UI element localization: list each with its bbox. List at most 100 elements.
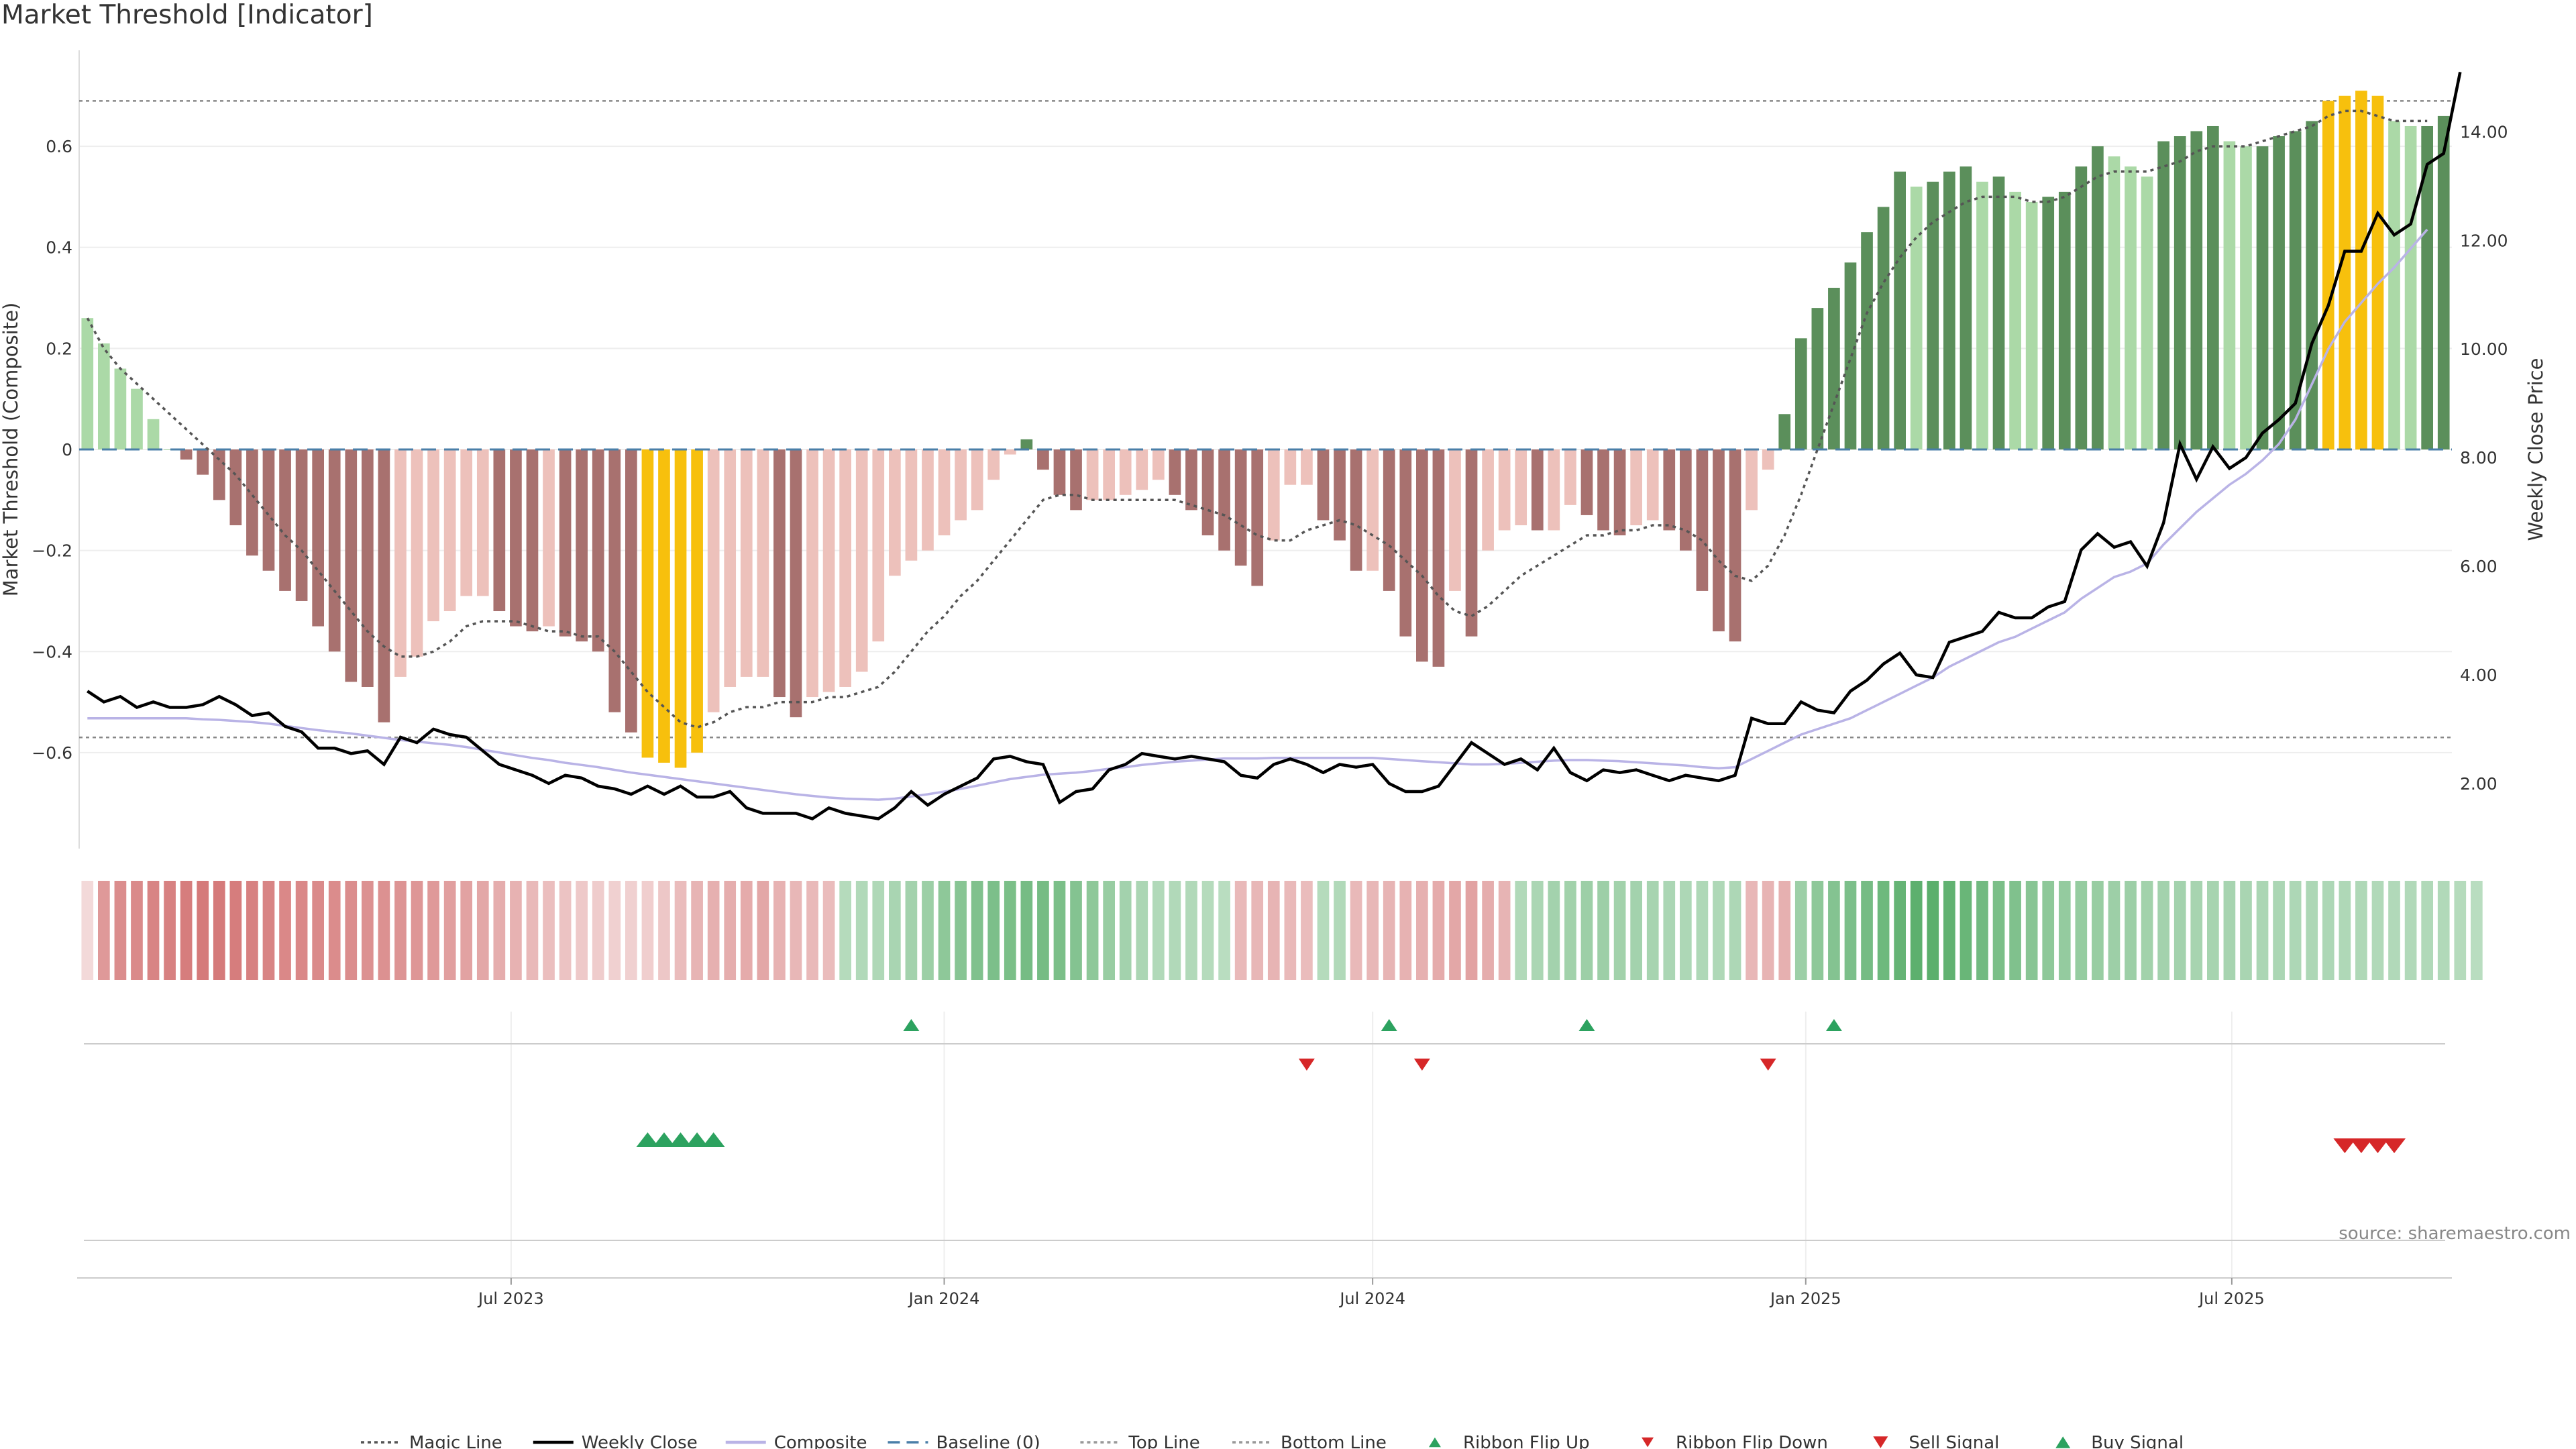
x-tick-label: Jan 2024 [908, 1289, 980, 1308]
ribbon-cell [443, 881, 456, 980]
ribbon-cell [164, 881, 176, 980]
composite-bar [543, 449, 555, 627]
y-left-tick-label: 0.2 [46, 339, 72, 358]
composite-bar [1696, 449, 1709, 591]
ribbon-cell [1910, 881, 1923, 980]
composite-bar [576, 449, 588, 642]
lower-panels-grid [510, 1012, 2233, 1278]
ribbon-cell [2042, 881, 2055, 980]
composite-bar [279, 449, 291, 591]
composite-bar [2339, 95, 2351, 450]
composite-bar [295, 449, 308, 601]
ribbon-cell [1449, 881, 1461, 980]
composite-bar [180, 449, 193, 460]
ribbon-cell [707, 881, 720, 980]
composite-bar [1482, 449, 1494, 551]
ribbon-cell [526, 881, 539, 980]
composite-bar [1449, 449, 1461, 591]
sell-signal-marker [2366, 1138, 2390, 1153]
composite-bar [262, 449, 275, 571]
ribbon-cell [773, 881, 786, 980]
composite-bar [2437, 115, 2450, 450]
composite-bar [246, 449, 258, 556]
ribbon-cell [1960, 881, 1972, 980]
ribbon-cell [658, 881, 670, 980]
ribbon-cell [1334, 881, 1346, 980]
composite-bar [757, 449, 769, 677]
ribbon-cell [2306, 881, 2318, 980]
composite-bar [1927, 181, 1939, 449]
ribbon-cell [1630, 881, 1642, 980]
ribbon-cell [1680, 881, 1692, 980]
ribbon-cell [1234, 881, 1247, 980]
composite-bar [1713, 449, 1725, 632]
composite-bar [1169, 449, 1181, 495]
ribbon-cell [1762, 881, 1774, 980]
x-tick-label: Jul 2024 [1338, 1289, 1405, 1308]
composite-bar [2075, 166, 2088, 449]
signal-panel [84, 1132, 2445, 1241]
ribbon-cell [1201, 881, 1214, 980]
composite-bar [1943, 171, 1955, 449]
composite-bar [922, 449, 934, 551]
legend-label: Ribbon Flip Up [1463, 1433, 1590, 1449]
composite-bar [1794, 338, 1807, 449]
composite-bar [1910, 186, 1923, 449]
ribbon-cell [1531, 881, 1544, 980]
ribbon-cell [460, 881, 473, 980]
composite-bar [773, 449, 786, 698]
ribbon-cell [691, 881, 703, 980]
legend: Magic Line Weekly Close Composite Baseline … [360, 1433, 2184, 1449]
composite-bar [855, 449, 868, 672]
composite-bar [1234, 449, 1247, 566]
ribbon-cell [1927, 881, 1939, 980]
composite-bar [1399, 449, 1412, 637]
ribbon-cell [147, 881, 160, 980]
ribbon-flip-up-marker [1381, 1019, 1397, 1031]
x-tick-label: Jan 2025 [1769, 1289, 1841, 1308]
composite-bar [691, 449, 703, 753]
composite-bar [1284, 449, 1297, 485]
ribbon-cell [1943, 881, 1955, 980]
ribbon-cell [1992, 881, 2005, 980]
ribbon-cell [2223, 881, 2236, 980]
legend-item: Baseline (0) [888, 1433, 1040, 1449]
ribbon-cell [2190, 881, 2203, 980]
composite-bar [971, 449, 983, 511]
ribbon-cell [641, 881, 654, 980]
composite-bar [1037, 449, 1049, 470]
ribbon-cell [81, 881, 94, 980]
composite-bar [674, 449, 687, 768]
composite-bar [460, 449, 473, 596]
y-right-tick-label: 6.00 [2460, 557, 2498, 576]
ribbon-cell [295, 881, 308, 980]
y-left-tick-label: −0.6 [32, 743, 72, 763]
ribbon-cell [576, 881, 588, 980]
ribbon-cell [378, 881, 390, 980]
ribbon-cell [790, 881, 802, 980]
ribbon-cell [262, 881, 275, 980]
ribbon-cell [1185, 881, 1197, 980]
composite-bar [362, 449, 374, 687]
legend-item: Buy Signal [2055, 1433, 2184, 1449]
composite-bar [1383, 449, 1395, 591]
y-right-tick-label: 14.00 [2460, 122, 2508, 142]
composite-bar [1976, 181, 1988, 449]
composite-bar [592, 449, 604, 652]
composite-bar [608, 449, 621, 712]
ribbon-cell [971, 881, 983, 980]
ribbon-flip-up-marker [1578, 1019, 1595, 1031]
composite-bar [1548, 449, 1560, 531]
weekly-close-line [87, 71, 2462, 820]
ribbon-cell [1136, 881, 1148, 980]
y-left-tick-label: 0.6 [46, 137, 72, 156]
y-left-label: Market Threshold (Composite) [0, 303, 22, 596]
composite-bar [724, 449, 737, 687]
x-tick-label: Jul 2025 [2198, 1289, 2265, 1308]
legend-item: Sell Signal [1873, 1433, 1999, 1449]
ribbon-cell [1218, 881, 1230, 980]
composite-bar [1828, 287, 1840, 449]
ribbon-cell [1169, 881, 1181, 980]
ribbon-cell [2256, 881, 2269, 980]
composite-bar [1729, 449, 1741, 642]
